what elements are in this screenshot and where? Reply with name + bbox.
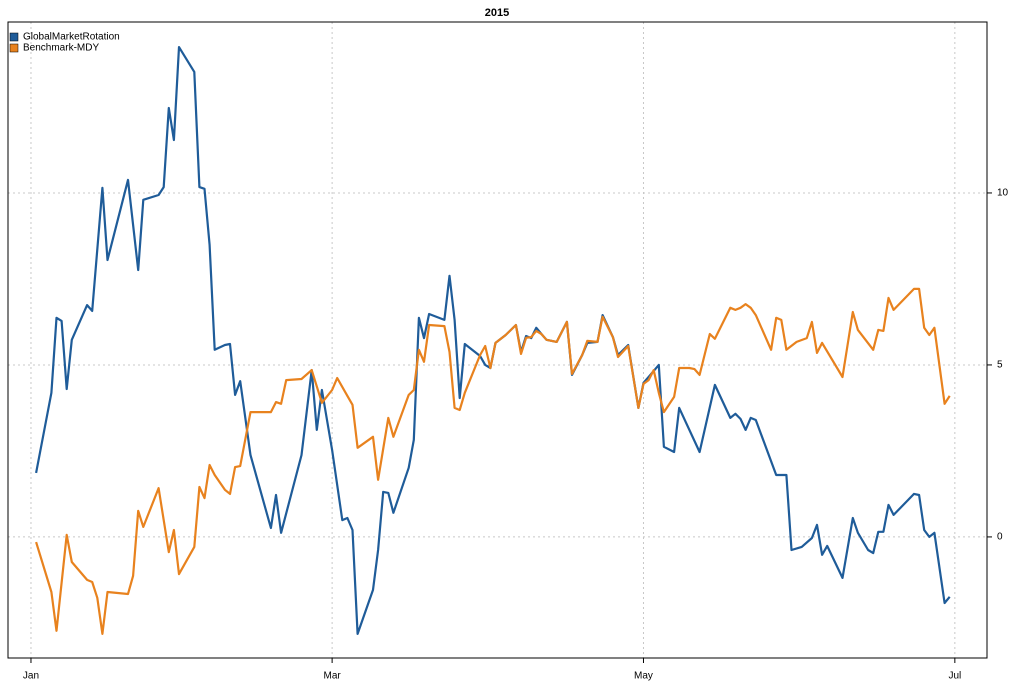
y-tick-label: 10: [997, 188, 1009, 199]
legend-swatch: [9, 32, 19, 42]
legend-swatch: [9, 43, 19, 53]
chart-title: 2015: [485, 7, 509, 19]
x-tick-label: Jan: [23, 671, 39, 682]
plot-frame: [7, 21, 988, 659]
line: [35, 287, 951, 635]
legend-label: Benchmark-MDY: [23, 43, 99, 54]
x-tick-label: Jul: [948, 671, 961, 682]
y-tick-label: 0: [997, 532, 1003, 543]
y-tick-label: 5: [997, 360, 1003, 371]
x-tick-label: Mar: [324, 671, 342, 682]
x-tick-label: May: [634, 671, 653, 682]
legend-label: GlobalMarketRotation: [23, 32, 120, 43]
